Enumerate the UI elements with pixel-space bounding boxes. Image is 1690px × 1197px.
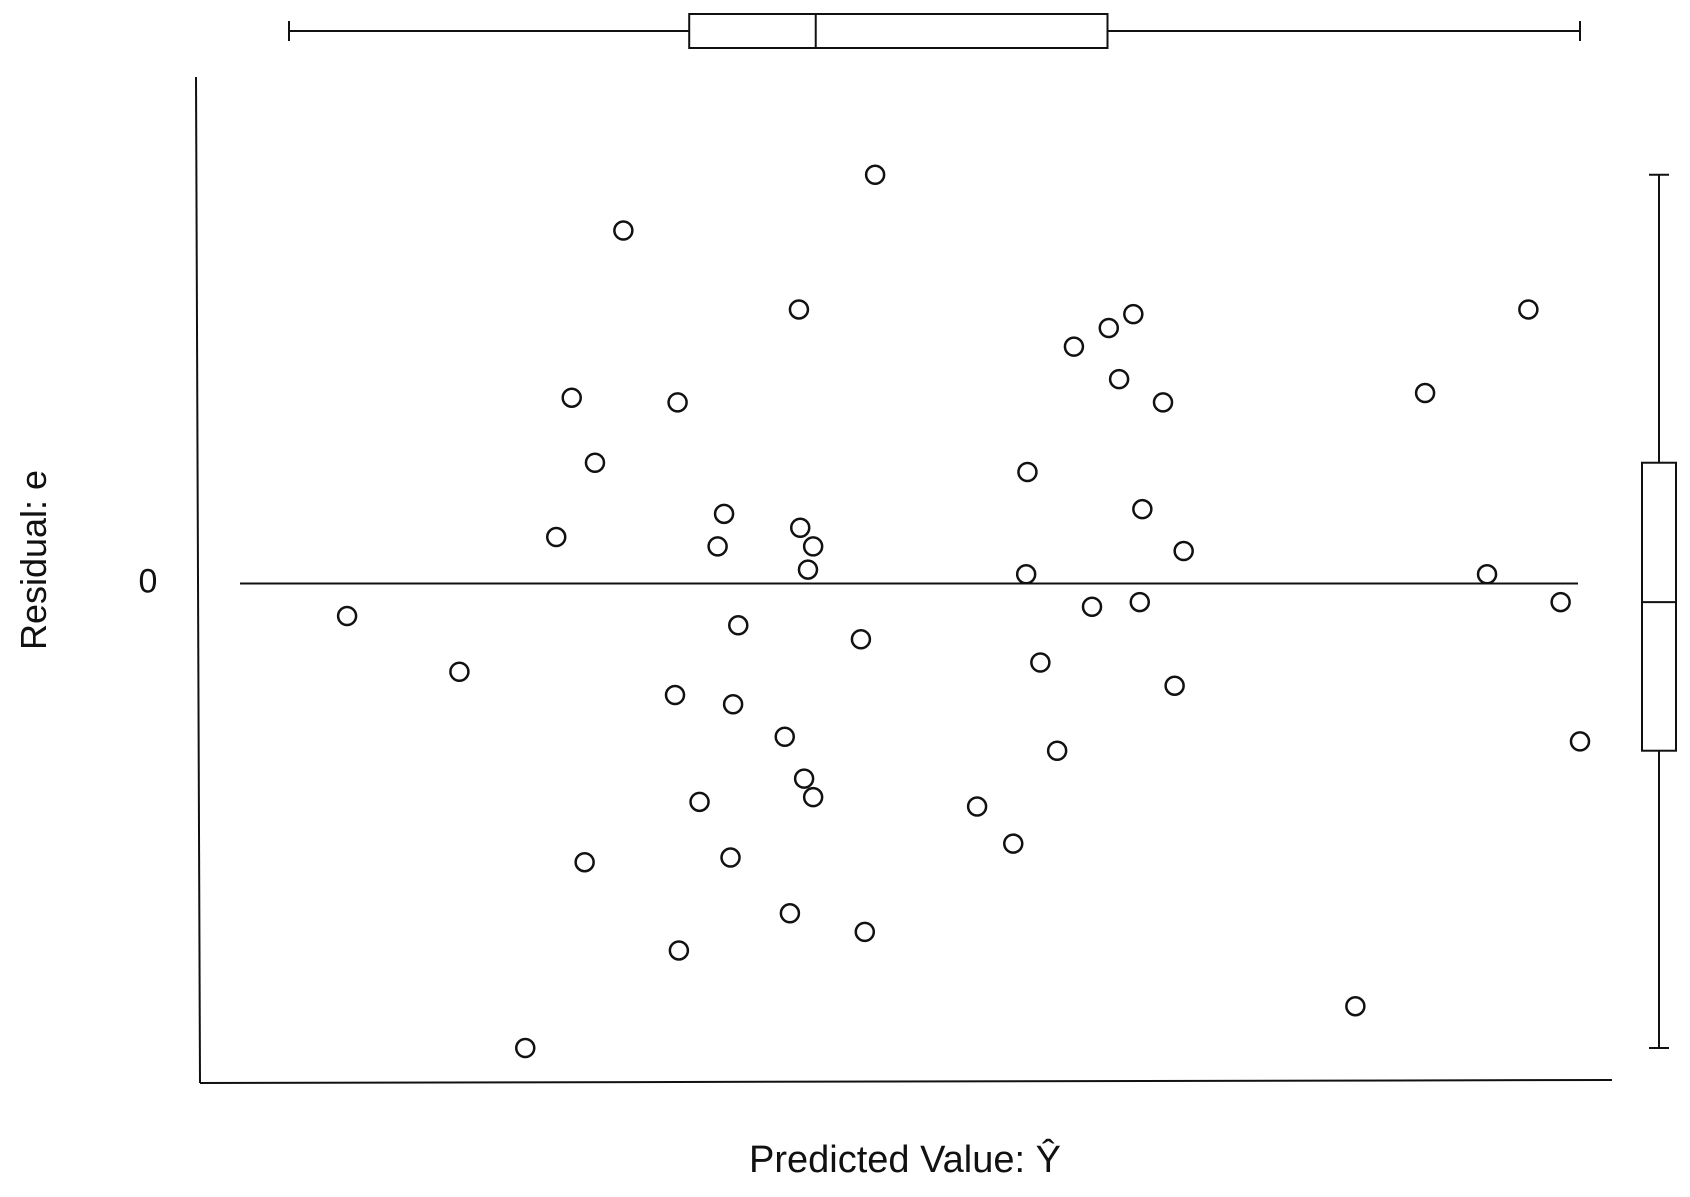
scatter-point: [713, 503, 735, 525]
scatter-point: [850, 628, 872, 650]
scatter-point: [668, 940, 690, 961]
x-axis-line: [199, 1079, 1613, 1084]
scatter-point: [720, 847, 741, 868]
scatter-point: [1129, 591, 1151, 613]
scatter-point: [793, 768, 815, 789]
scatter-point: [613, 220, 634, 241]
scatter-point: [1173, 540, 1194, 562]
scatter-point: [1098, 317, 1120, 339]
scatter-point: [561, 387, 582, 408]
y-axis-label: Residual: e: [13, 470, 54, 650]
scatter-point: [1550, 591, 1571, 613]
scatter-point: [449, 661, 470, 683]
scatter-point: [515, 1037, 536, 1059]
scatter-point: [667, 392, 688, 413]
scatter-point: [1081, 596, 1103, 617]
y-marginal-boxplot: [1641, 173, 1677, 1049]
scatter-point: [789, 517, 811, 539]
scatter-point: [1518, 299, 1539, 320]
y-boxplot-box: [1641, 461, 1677, 752]
scatter-point: [1569, 731, 1591, 752]
scatter-point: [664, 684, 686, 706]
scatter-point: [1015, 563, 1037, 585]
scatter-point: [802, 786, 824, 808]
scatter-point: [1152, 392, 1174, 413]
scatter-points: [336, 164, 1591, 1059]
scatter-point: [722, 694, 744, 715]
scatter-point: [728, 615, 749, 636]
scatter-point: [1345, 995, 1366, 1017]
scatter-point: [545, 526, 567, 548]
scatter-point: [1003, 833, 1024, 854]
scatter-point: [802, 536, 824, 557]
y-tick-label-zero: 0: [139, 562, 158, 600]
scatter-point: [1017, 461, 1038, 483]
scatter-point: [779, 903, 801, 924]
scatter-point: [574, 851, 595, 873]
scatter-point: [707, 536, 728, 557]
scatter-point: [584, 452, 606, 473]
scatter-point: [1063, 336, 1085, 357]
scatter-point: [336, 605, 358, 627]
scatter-point: [1123, 303, 1144, 325]
scatter-point: [864, 164, 886, 185]
scatter-point: [1132, 498, 1153, 520]
scatter-point: [788, 299, 810, 320]
scatter-point: [689, 791, 710, 813]
scatter-point: [1108, 368, 1130, 390]
scatter-point: [797, 559, 819, 580]
scatter-point: [774, 726, 795, 748]
y-axis-line: [195, 76, 201, 1084]
x-axis-label: Predicted Value: Ŷ: [749, 1138, 1061, 1181]
scatter-point: [1476, 563, 1498, 585]
scatter-point: [1414, 382, 1436, 404]
scatter-point: [966, 796, 988, 817]
scatter-point: [1030, 652, 1051, 673]
scatter-point: [1046, 740, 1068, 761]
x-boxplot-box: [688, 13, 1109, 49]
scatter-point: [854, 921, 876, 943]
scatter-point: [1164, 675, 1185, 696]
x-marginal-boxplot: [288, 13, 1581, 49]
